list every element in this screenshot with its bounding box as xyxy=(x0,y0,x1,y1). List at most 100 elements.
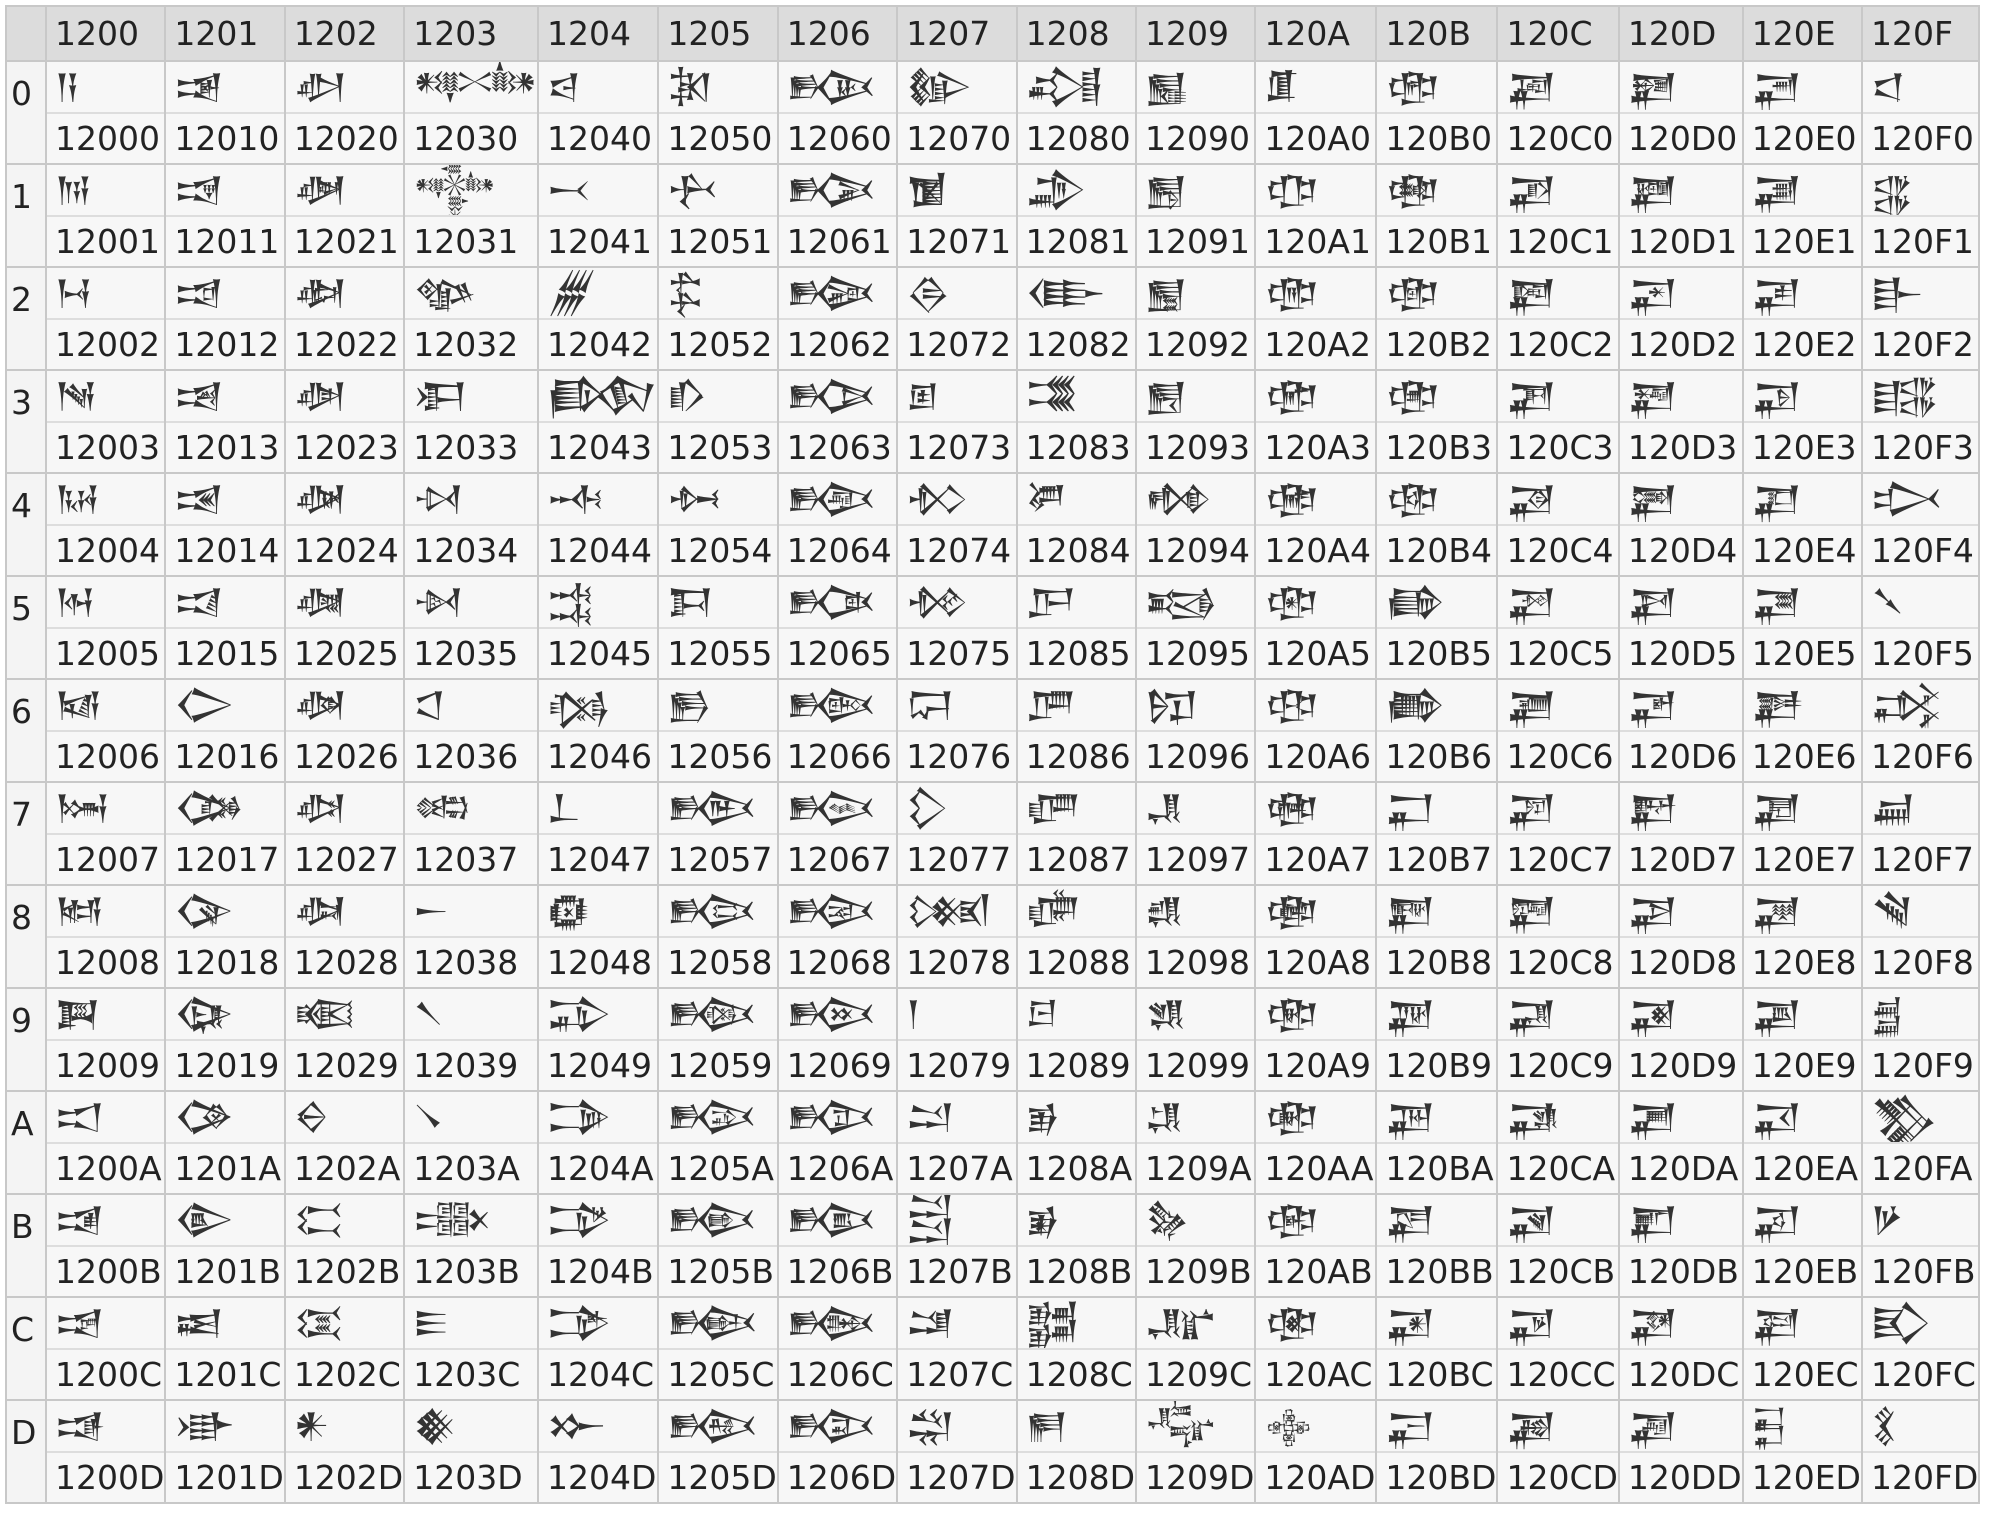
codepoint-label: 12055 xyxy=(667,634,773,673)
cuneiform-glyph-icon: 𒃛 xyxy=(1619,1195,1742,1247)
cuneiform-glyph-icon: 𒁀 xyxy=(539,62,658,114)
codepoint-cell: 𒂰 120B0 xyxy=(1375,60,1499,165)
codepoint-label: 120C0 xyxy=(1506,119,1614,158)
cuneiform-glyph-icon: 𒀐 xyxy=(166,62,284,114)
codepoint-label: 120CD xyxy=(1506,1458,1618,1497)
cuneiform-glyph-icon: 𒀙 xyxy=(166,989,284,1041)
codepoint-label: 120F4 xyxy=(1870,531,1974,570)
cuneiform-glyph-icon: 𒃌 xyxy=(1498,1298,1618,1350)
codepoint-cell: 𒂣 120A3 xyxy=(1254,369,1378,474)
codepoint-label: 120A3 xyxy=(1264,428,1371,467)
cuneiform-glyph-icon: 𒂪 xyxy=(1256,1092,1376,1144)
codepoint-label: 120FA xyxy=(1870,1149,1973,1188)
codepoint-label: 120F6 xyxy=(1870,737,1974,776)
cuneiform-glyph-icon: 𒃻 xyxy=(1862,1195,1979,1247)
codepoint-label: 120EA xyxy=(1751,1149,1859,1188)
codepoint-cell: 𒀗 12017 xyxy=(164,781,286,886)
codepoint-cell: 𒂨 120A8 xyxy=(1254,884,1378,989)
cuneiform-glyph-icon: 𒃥 xyxy=(1743,577,1861,629)
cuneiform-glyph-icon: 𒁬 xyxy=(778,1298,897,1350)
codepoint-label: 12006 xyxy=(55,737,160,776)
cuneiform-glyph-icon: 𒁕 xyxy=(659,577,777,629)
codepoint-cell: 𒃒 120D2 xyxy=(1617,266,1744,371)
codepoint-label: 120A6 xyxy=(1264,737,1371,776)
codepoint-label: 12029 xyxy=(293,1046,399,1085)
codepoint-cell: 𒂙 12099 xyxy=(1135,987,1257,1092)
codepoint-label: 120D2 xyxy=(1627,325,1738,364)
codepoint-cell: 𒁉 12049 xyxy=(537,987,660,1092)
codepoint-cell: 𒁍 1204D xyxy=(537,1399,660,1504)
cuneiform-glyph-icon: 𒀳 xyxy=(405,371,538,423)
codepoint-label: 12084 xyxy=(1025,531,1131,570)
codepoint-cell: 𒃧 120E7 xyxy=(1741,781,1863,886)
codepoint-label: 120BB xyxy=(1385,1252,1494,1291)
cuneiform-glyph-icon: 𒂝 xyxy=(1137,1401,1255,1453)
cuneiform-glyph-icon: 𒀑 xyxy=(166,165,284,217)
cuneiform-glyph-icon: 𒀬 xyxy=(285,1298,404,1350)
cuneiform-glyph-icon: 𒁁 xyxy=(539,165,658,217)
codepoint-cell: 𒃍 120CD xyxy=(1496,1399,1620,1504)
codepoint-label: 1200B xyxy=(55,1252,162,1291)
cuneiform-glyph-icon: 𒂤 xyxy=(1256,474,1376,526)
codepoint-cell: 𒀬 1202C xyxy=(283,1296,406,1401)
codepoint-cell: 𒀋 1200B xyxy=(44,1193,167,1298)
codepoint-cell: 𒃀 120C0 xyxy=(1496,60,1620,165)
codepoint-label: 120B5 xyxy=(1385,634,1493,673)
cuneiform-glyph-icon: 𒃦 xyxy=(1743,680,1861,732)
cuneiform-glyph-icon: 𒃗 xyxy=(1619,783,1742,835)
codepoint-label: 120FD xyxy=(1870,1458,1979,1497)
codepoint-cell: 𒃂 120C2 xyxy=(1496,266,1620,371)
codepoint-cell: 𒂲 120B2 xyxy=(1375,266,1499,371)
codepoint-cell: 𒃑 120D1 xyxy=(1617,163,1744,268)
codepoint-label: 12059 xyxy=(667,1046,773,1085)
codepoint-cell: 𒁘 12058 xyxy=(657,884,779,989)
codepoint-label: 12069 xyxy=(786,1046,892,1085)
cuneiform-glyph-icon: 𒀥 xyxy=(285,577,404,629)
cuneiform-glyph-icon: 𒀼 xyxy=(405,1298,538,1350)
cuneiform-glyph-icon: 𒂛 xyxy=(1137,1195,1255,1247)
codepoint-cell: 𒀫 1202B xyxy=(283,1193,406,1298)
codepoint-label: 12086 xyxy=(1025,737,1131,776)
codepoint-cell: 𒁢 12062 xyxy=(776,266,899,371)
codepoint-label: 12047 xyxy=(547,840,653,879)
codepoint-cell: 𒃳 120F3 xyxy=(1860,369,1981,474)
column-header-120D: 120D xyxy=(1617,5,1744,62)
codepoint-label: 1205D xyxy=(667,1458,777,1497)
codepoint-cell: 𒁡 12061 xyxy=(776,163,899,268)
codepoint-cell: 𒀈 12008 xyxy=(44,884,167,989)
table-row: C 𒀌 1200C 𒀜 1201C 𒀬 1202C 𒀼 1203C 𒁌 1204C 𒁜 1205C 𒁬 12… xyxy=(5,1296,1981,1401)
cuneiform-glyph-icon: 𒀃 xyxy=(47,371,165,423)
codepoint-label: 120C4 xyxy=(1506,531,1614,570)
cuneiform-glyph-icon: 𒂬 xyxy=(1256,1298,1376,1350)
codepoint-cell: 𒁙 12059 xyxy=(657,987,779,1092)
codepoint-label: 12065 xyxy=(786,634,892,673)
cuneiform-glyph-icon: 𒂹 xyxy=(1377,989,1497,1041)
codepoint-cell: 𒂔 12094 xyxy=(1135,472,1257,577)
codepoint-cell: 𒁃 12043 xyxy=(537,369,660,474)
row-header-B: B xyxy=(5,1193,47,1298)
column-header-1201: 1201 xyxy=(164,5,286,62)
cuneiform-glyph-icon: 𒂡 xyxy=(1256,165,1376,217)
codepoint-label: 12030 xyxy=(413,119,519,158)
codepoint-cell: 𒃰 120F0 xyxy=(1860,60,1981,165)
table-row: 8 𒀈 12008 𒀘 12018 𒀨 12028 𒀸 12038 𒁈 12048 𒁘 12058 𒁨 12… xyxy=(5,884,1981,989)
table-row: A 𒀊 1200A 𒀚 1201A 𒀪 1202A 𒀺 1203A 𒁊 1204A 𒁚 1205A 𒁪 12… xyxy=(5,1090,1981,1195)
codepoint-label: 12040 xyxy=(547,119,653,158)
codepoint-label: 12044 xyxy=(547,531,653,570)
codepoint-cell: 𒂪 120AA xyxy=(1254,1090,1378,1195)
cuneiform-glyph-icon: 𒂇 xyxy=(1017,783,1136,835)
codepoint-label: 12091 xyxy=(1145,222,1250,261)
cuneiform-glyph-icon: 𒂣 xyxy=(1256,371,1376,423)
codepoint-cell: 𒀊 1200A xyxy=(44,1090,167,1195)
cuneiform-glyph-icon: 𒂚 xyxy=(1137,1092,1255,1144)
codepoint-cell: 𒀪 1202A xyxy=(283,1090,406,1195)
codepoint-cell: 𒀽 1203D xyxy=(403,1399,540,1504)
codepoint-label: 1206A xyxy=(786,1149,894,1188)
cuneiform-glyph-icon: 𒂷 xyxy=(1377,783,1497,835)
cuneiform-glyph-icon: 𒂒 xyxy=(1137,268,1255,320)
table-row: 4 𒀄 12004 𒀔 12014 𒀤 12024 𒀴 12034 𒁄 12044 𒁔 12054 𒁤 12… xyxy=(5,472,1981,577)
column-header-120E: 120E xyxy=(1741,5,1863,62)
cuneiform-glyph-icon: 𒃽 xyxy=(1862,1401,1979,1453)
codepoint-label: 120A0 xyxy=(1264,119,1371,158)
codepoint-cell: 𒁠 12060 xyxy=(776,60,899,165)
